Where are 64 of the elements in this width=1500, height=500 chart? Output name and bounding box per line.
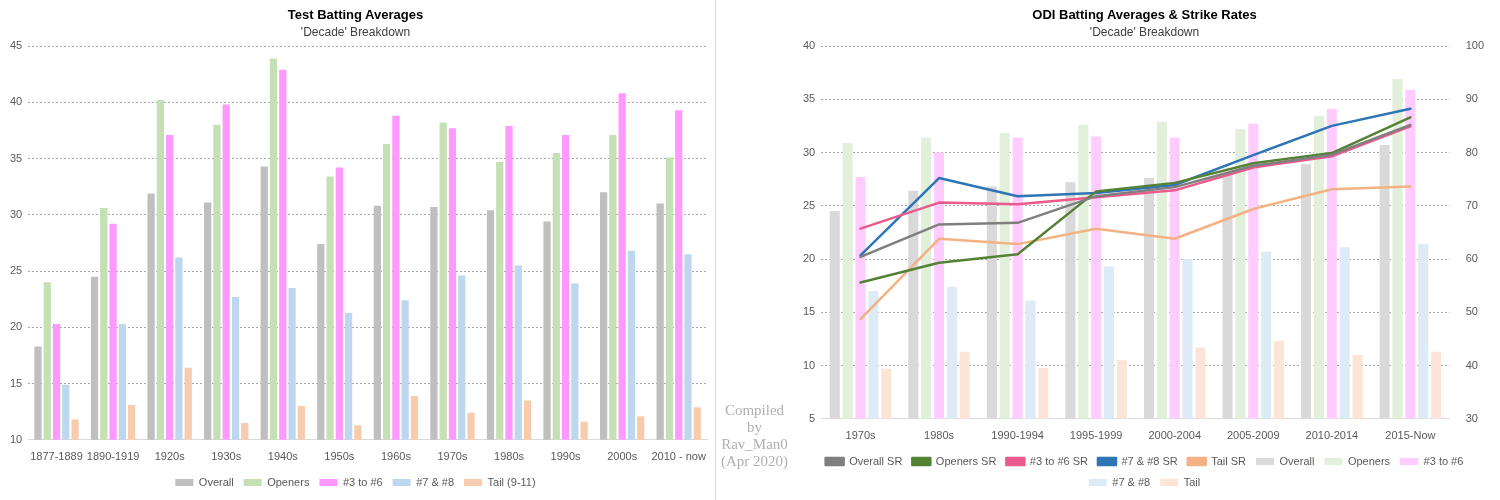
y-tick-label: 10 xyxy=(802,358,816,371)
y-tick-label: 15 xyxy=(802,305,816,318)
legend-label: #7 & #8 xyxy=(1112,475,1151,488)
y-tick-label: 10 xyxy=(9,432,23,445)
x-tick-label: 2005-2009 xyxy=(1226,429,1280,442)
x-tick-label: 1970s xyxy=(845,429,876,442)
y-tick-label: 30 xyxy=(9,207,23,220)
text: Compiled by Rav_Man0 (Apr 2020) xyxy=(715,0,793,500)
y2-tick-label: 50 xyxy=(1465,305,1478,318)
y2-tick-label: 100 xyxy=(1465,39,1485,52)
x-tick-label: 1980s xyxy=(924,429,955,442)
x-tick-label: 2015-Now xyxy=(1385,429,1436,442)
legend-label: Overall xyxy=(1279,454,1315,467)
legend-label: #7 & #8 SR xyxy=(1121,454,1178,467)
y-tick-label: 15 xyxy=(9,376,23,389)
x-tick-label: 1995-1999 xyxy=(1069,429,1123,442)
legend-label: Overall xyxy=(198,475,234,488)
y2-tick-label: 90 xyxy=(1465,92,1478,105)
x-tick-label: 1980s xyxy=(494,450,525,463)
chart-subtitle: 'Decade' Breakdown xyxy=(300,25,411,40)
x-tick-label: 1940s xyxy=(267,450,299,463)
x-tick-label: 1990-1994 xyxy=(991,429,1044,442)
y-tick-label: 20 xyxy=(802,252,816,265)
x-tick-label: 2000s xyxy=(607,450,638,463)
x-tick-label: 1990s xyxy=(550,450,582,463)
y-tick-label: 25 xyxy=(802,198,816,211)
legend-label: #3 to #6 xyxy=(1423,454,1464,467)
y2-tick-label: 80 xyxy=(1465,145,1478,158)
y-tick-label: 40 xyxy=(9,95,23,108)
y-tick-label: 45 xyxy=(9,39,23,52)
y-tick-label: 35 xyxy=(802,92,816,105)
x-tick-label: 1930s xyxy=(211,450,242,463)
y-tick-label: 25 xyxy=(9,264,23,277)
x-tick-label: 1920s xyxy=(154,450,186,463)
legend-label: Tail SR xyxy=(1211,454,1247,467)
y2-tick-label: 40 xyxy=(1465,358,1478,371)
legend-label: Tail xyxy=(1183,475,1201,488)
y2-tick-label: 70 xyxy=(1465,198,1478,211)
legend-label: #7 & #8 xyxy=(416,475,455,488)
y2-tick-label: 30 xyxy=(1465,411,1478,424)
x-tick-label: 2010 - now xyxy=(651,450,706,463)
y-tick-label: 40 xyxy=(802,39,816,52)
legend-label: Openers xyxy=(267,475,310,488)
y-tick-label: 5 xyxy=(809,411,816,424)
legend-label: Openers SR xyxy=(935,454,997,467)
chart-subtitle: 'Decade' Breakdown xyxy=(1089,25,1200,40)
chart-title: Test Batting Averages xyxy=(287,7,424,23)
y-tick-label: 20 xyxy=(9,320,23,333)
x-tick-label: 1877-1889 xyxy=(30,450,83,463)
x-tick-label: 1970s xyxy=(437,450,468,463)
x-tick-label: 1960s xyxy=(380,450,412,463)
y-tick-label: 35 xyxy=(9,151,23,164)
legend-label: Overall SR xyxy=(849,454,903,467)
x-tick-label: 1950s xyxy=(324,450,355,463)
x-tick-label: 2010-2014 xyxy=(1305,429,1359,442)
legend-label: Openers xyxy=(1347,454,1391,467)
y-tick-label: 30 xyxy=(802,145,816,158)
y2-tick-label: 60 xyxy=(1465,252,1478,265)
x-tick-label: 1890-1919 xyxy=(86,450,140,463)
legend-label: #3 to #6 xyxy=(342,475,383,488)
x-tick-label: 2000-2004 xyxy=(1148,429,1202,442)
chart-title: ODI Batting Averages & Strike Rates xyxy=(1032,7,1257,23)
legend-label: #3 to #6 SR xyxy=(1029,454,1089,467)
legend-label: Tail (9-11) xyxy=(487,475,536,488)
